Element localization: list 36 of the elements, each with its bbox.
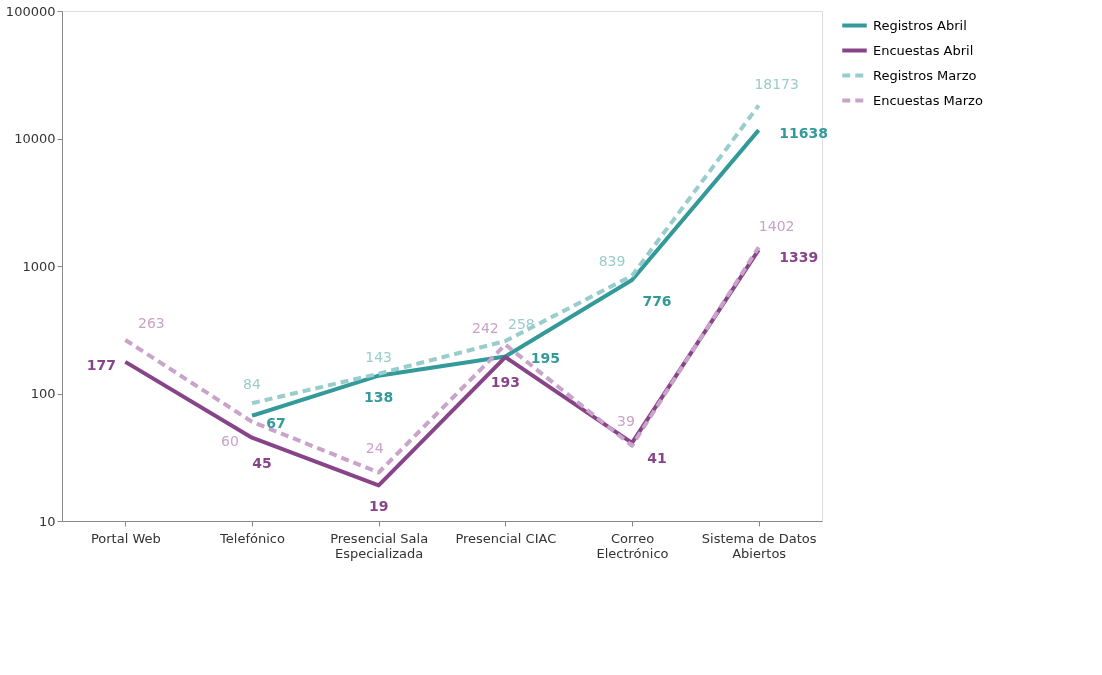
data-label: 138 [364,388,394,405]
data-label: 1339 [779,248,819,265]
y-tick-label: 10 [38,513,56,529]
data-label: 41 [647,449,667,466]
legend-label: Encuestas Abril [873,42,974,58]
y-tick-label: 10000 [14,131,56,146]
x-tick-label: Presencial Sala Especializada [330,530,429,561]
legend-label: Registros Abril [873,17,967,33]
legend-label: Registros Marzo [873,67,977,83]
x-tick-label: Telefónico [219,530,285,546]
data-label: 263 [137,314,165,331]
data-label: 143 [365,348,393,365]
data-label: 242 [471,319,499,336]
data-label: 45 [252,454,272,471]
data-label: 24 [365,439,384,456]
data-label: 1402 [758,218,795,235]
x-tick-label: Presencial CIAC [455,530,557,546]
data-label: 19 [368,498,389,515]
data-label: 776 [642,293,672,310]
y-tick-label: 1000 [22,258,56,274]
legend-label: Encuestas Marzo [873,92,983,108]
data-label: 67 [266,414,286,431]
x-tick-label: Portal Web [90,530,161,546]
data-label: 193 [490,374,520,391]
x-tick-label: Correo Electrónico [596,530,669,561]
data-label: 195 [530,349,560,366]
data-label: 177 [86,356,116,373]
data-label: 84 [243,376,261,393]
data-label: 11638 [779,125,829,142]
data-label: 18173 [754,76,799,93]
y-tick-label: 100 [30,386,56,401]
data-label: 60 [221,432,239,449]
y-tick-label: 100000 [5,3,56,19]
x-tick-label: Sistema de Datos Abiertos [701,530,817,561]
data-label: 39 [617,412,635,429]
data-label: 839 [598,252,626,269]
